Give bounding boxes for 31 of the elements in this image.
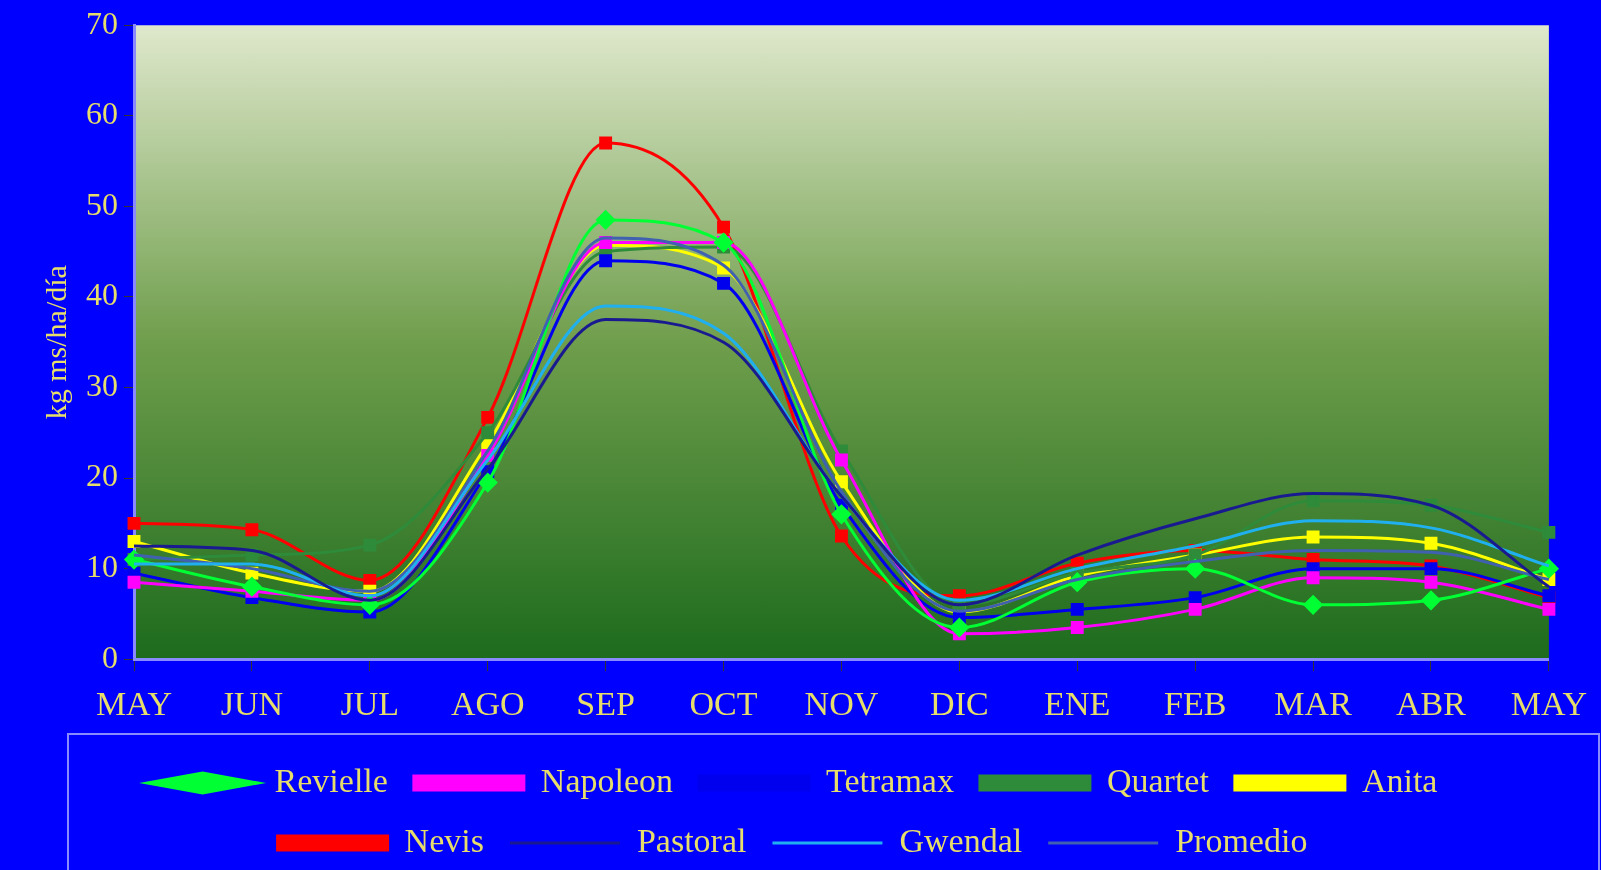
- y-tick-label: 20: [86, 457, 118, 494]
- x-tick-label: JUL: [340, 684, 400, 722]
- y-tick-label: 40: [86, 276, 118, 313]
- x-tick-label: ENE: [1044, 684, 1111, 722]
- legend-label: Anita: [1361, 761, 1438, 799]
- y-tick-label: 10: [86, 548, 118, 585]
- y-tick-label: 70: [86, 4, 118, 41]
- x-tick-label: MAR: [1274, 684, 1353, 722]
- x-tick-label: FEB: [1163, 684, 1227, 722]
- x-tick-label: SEP: [576, 684, 635, 722]
- x-tick-label: OCT: [689, 684, 758, 722]
- legend-label: Napoleon: [540, 761, 674, 799]
- legend-label: Tetramax: [826, 761, 954, 799]
- x-tick-label: NOV: [804, 684, 879, 722]
- legend-label: Nevis: [404, 821, 484, 859]
- y-axis-title: kg ms/ha/día: [38, 265, 72, 420]
- x-tick-label: MAY: [95, 684, 173, 722]
- x-tick-label: AGO: [450, 684, 525, 722]
- x-tick-label: MAY: [1510, 684, 1587, 722]
- x-tick-label: JUN: [220, 684, 284, 722]
- legend-label: Pastoral: [636, 821, 747, 859]
- legend-label: Revielle: [274, 761, 388, 799]
- x-tick-label: ABR: [1396, 684, 1467, 722]
- y-tick-label: 60: [86, 95, 118, 132]
- legend-label: Quartet: [1106, 761, 1210, 799]
- x-tick-label: DIC: [930, 684, 989, 722]
- y-tick-label: 0: [102, 638, 118, 675]
- legend-label: Gwendal: [899, 821, 1023, 859]
- y-tick-label: 50: [86, 185, 118, 222]
- legend-label: Promedio: [1175, 821, 1308, 859]
- y-tick-label: 30: [86, 366, 118, 403]
